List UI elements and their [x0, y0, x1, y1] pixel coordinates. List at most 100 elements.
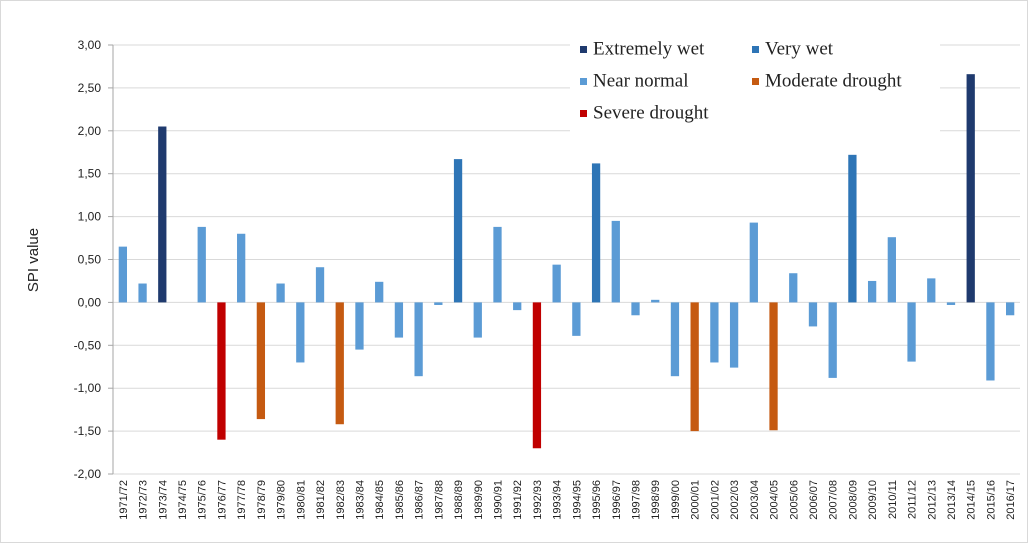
bar: [276, 283, 285, 303]
grid: [113, 44, 1020, 475]
y-tick-label: -2,00: [74, 467, 102, 481]
bar: [296, 302, 305, 363]
bar: [591, 163, 601, 303]
x-tick-label: 1999/00: [670, 480, 682, 520]
x-tick-label: 2006/07: [808, 480, 820, 520]
bar: [808, 302, 818, 327]
legend-swatch: [752, 78, 759, 85]
bar: [1006, 302, 1015, 316]
bar: [493, 226, 502, 303]
bar: [749, 222, 758, 303]
x-tick-label: 1974/75: [177, 480, 189, 520]
bar: [434, 302, 443, 305]
x-tick-label: 2001/02: [709, 480, 721, 520]
bar: [828, 302, 837, 378]
bar: [394, 302, 404, 338]
x-tick-label: 2014/15: [966, 480, 978, 520]
x-tick-label: 1987/88: [433, 480, 445, 520]
bar: [473, 302, 482, 338]
legend-label: Severe drought: [593, 102, 709, 123]
bar: [256, 302, 266, 420]
bar: [315, 267, 325, 303]
legend-label: Extremely wet: [593, 38, 705, 59]
x-tick-label: 1981/82: [315, 480, 327, 520]
bar: [414, 302, 423, 377]
x-tick-label: 2013/14: [946, 480, 958, 520]
y-tick-label: 2,00: [78, 124, 102, 138]
x-tick-label: 1984/85: [374, 480, 386, 520]
x-tick-label: 1985/86: [394, 480, 406, 520]
x-tick-label: 1978/79: [256, 480, 268, 520]
y-axis-label: SPI value: [25, 228, 42, 292]
y-tick-label: 0,00: [78, 295, 102, 309]
x-tick-label: 1977/78: [236, 480, 248, 520]
x-tick-label: 2002/03: [729, 480, 741, 520]
y-tick-label: 1,00: [78, 210, 102, 224]
bar: [789, 273, 798, 303]
bar: [651, 299, 660, 303]
x-tick-label: 1989/90: [473, 480, 485, 520]
y-tick-label: -1,50: [74, 424, 102, 438]
x-tick-label: 1994/95: [571, 480, 583, 520]
bar: [946, 302, 956, 305]
x-tick-label: 2005/06: [788, 480, 800, 520]
x-tick-label: 1995/96: [591, 480, 603, 520]
x-tick-label: 1979/80: [276, 480, 288, 520]
bar: [966, 74, 975, 303]
bar: [217, 302, 226, 440]
bar: [237, 233, 246, 303]
x-tick-label: 2010/11: [887, 480, 899, 519]
bar: [690, 302, 699, 432]
x-tick-label: 2012/13: [926, 480, 938, 520]
bar: [710, 302, 719, 363]
bar: [355, 302, 364, 350]
x-tick-label: 1992/93: [532, 480, 544, 520]
bar: [887, 237, 896, 303]
bar: [927, 278, 936, 303]
x-tick-label: 1998/99: [650, 480, 662, 520]
x-tick-label: 2003/04: [749, 480, 761, 520]
bar: [907, 302, 916, 362]
x-tick-label: 2016/17: [1005, 480, 1017, 520]
bar: [552, 264, 561, 303]
bar: [138, 283, 147, 303]
bar: [670, 302, 680, 377]
bar: [611, 220, 620, 303]
x-tick-label: 1990/91: [492, 480, 504, 520]
x-tick-label: 2007/08: [828, 480, 840, 520]
bar: [335, 302, 344, 425]
bar: [631, 302, 640, 316]
x-tick-label: 1991/92: [512, 480, 524, 520]
x-tick-label: 1972/73: [138, 480, 150, 520]
x-tick-label: 1980/81: [295, 480, 307, 520]
x-tick-label: 1993/94: [552, 480, 564, 520]
bar: [572, 302, 581, 336]
bar: [729, 302, 739, 368]
legend-swatch: [580, 78, 587, 85]
bar: [375, 281, 384, 303]
x-tick-label: 2009/10: [867, 480, 879, 520]
bar: [158, 126, 167, 303]
y-tick-label: 1,50: [78, 167, 102, 181]
bar: [532, 302, 542, 449]
legend-label: Very wet: [765, 38, 834, 59]
y-tick-label: 2,50: [78, 81, 102, 95]
bar: [118, 246, 127, 303]
legend-swatch: [580, 110, 587, 117]
bar: [513, 302, 522, 311]
y-tick-label: 0,50: [78, 253, 102, 267]
x-tick-label: 1971/72: [118, 480, 130, 520]
x-tick-label: 2011/12: [907, 480, 919, 519]
x-tick-label: 1986/87: [414, 480, 426, 520]
bar: [453, 159, 463, 303]
x-tick-label: 1983/84: [354, 480, 366, 520]
x-tick-label: 1975/76: [197, 480, 209, 520]
x-tick-label: 1996/97: [611, 480, 623, 520]
x-tick-label: 1997/98: [631, 480, 643, 520]
x-tick-label: 2015/16: [985, 480, 997, 520]
legend-label: Moderate drought: [765, 70, 902, 91]
legend-swatch: [580, 46, 587, 53]
bar: [197, 226, 206, 303]
bar: [867, 280, 877, 303]
